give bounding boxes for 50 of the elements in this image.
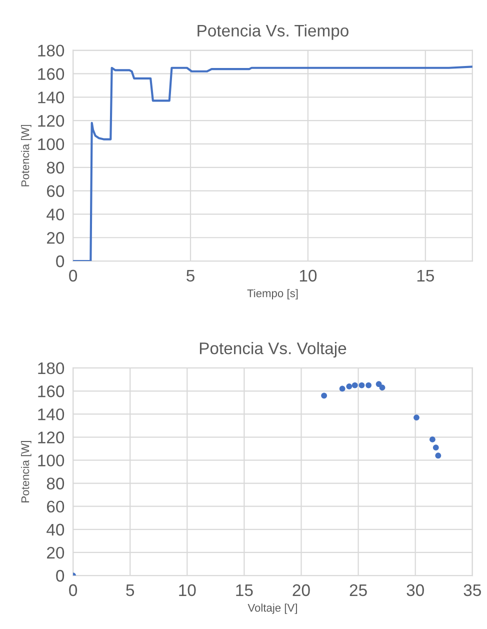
y-tick-label: 60 <box>47 185 64 197</box>
point <box>339 386 346 392</box>
y-tick-label: 180 <box>38 362 64 374</box>
y-tick-label: 120 <box>38 432 64 444</box>
y-tick-label: 160 <box>38 385 64 398</box>
y-tick-label: 40 <box>46 524 64 536</box>
y-tick-label: 120 <box>38 114 64 127</box>
point <box>435 452 442 459</box>
x-tick-label: 35 <box>464 584 481 596</box>
point <box>352 382 358 388</box>
x-tick-label: 10 <box>300 270 317 282</box>
point <box>366 382 372 388</box>
y-tick-label: 100 <box>38 138 64 150</box>
point <box>414 414 420 420</box>
y-tick-label: 140 <box>38 92 64 104</box>
y-tick-label: 140 <box>38 408 64 420</box>
y-axis-title: Potencia [W] <box>21 124 32 186</box>
x-tick-label: 5 <box>186 270 194 282</box>
y-tick-label: 160 <box>38 68 64 80</box>
y-axis-title: Potencia [W] <box>21 441 32 502</box>
x-tick-label: 5 <box>126 584 134 596</box>
y-tick-label: 180 <box>38 44 64 57</box>
x-tick-label: 20 <box>292 584 310 596</box>
x-tick-label: 25 <box>350 584 367 596</box>
x-tick-label: 0 <box>69 584 78 596</box>
y-tick-label: 80 <box>46 478 64 490</box>
y-tick-label: 100 <box>38 454 64 466</box>
y-tick-label: 20 <box>47 232 64 244</box>
chart-title: Potencia Vs. Tiempo <box>198 24 348 40</box>
y-tick-label: 60 <box>47 500 64 513</box>
y-tick-label: 0 <box>56 255 64 268</box>
point <box>358 382 365 388</box>
chart-title: Potencia Vs. Voltaje <box>200 342 346 358</box>
y-tick-label: 40 <box>46 208 64 220</box>
point <box>430 436 436 442</box>
y-tick-label: 20 <box>47 546 64 559</box>
x-tick-label: 15 <box>417 270 434 282</box>
x-tick-label: 15 <box>236 584 253 596</box>
y-tick-label: 0 <box>56 570 64 582</box>
x-axis-title: Voltaje [V] <box>248 604 297 614</box>
point <box>376 381 382 388</box>
x-axis-title: Tiempo [s] <box>247 289 298 300</box>
y-tick-label: 80 <box>46 162 64 174</box>
point <box>346 383 352 390</box>
x-tick-label: 30 <box>406 584 424 596</box>
x-tick-label: 10 <box>179 584 196 596</box>
point <box>321 392 328 399</box>
point <box>432 444 439 450</box>
x-tick-label: 0 <box>69 270 78 282</box>
point <box>379 384 386 391</box>
